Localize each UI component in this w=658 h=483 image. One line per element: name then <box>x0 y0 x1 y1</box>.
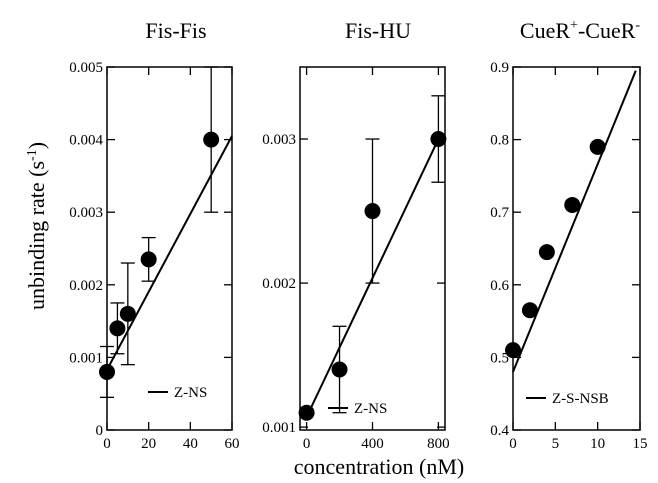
data-point <box>564 196 581 213</box>
y-tick-label: 0.7 <box>490 205 509 221</box>
data-point <box>298 404 315 421</box>
x-tick-label: 5 <box>552 436 560 452</box>
fit-line <box>512 70 637 373</box>
data-point <box>521 302 538 319</box>
x-tick-label: 10 <box>590 436 605 452</box>
y-tick-label: 0.4 <box>490 423 509 439</box>
y-tick-label: 0.004 <box>69 133 103 149</box>
y-tick-label: 0.001 <box>262 420 296 436</box>
y-tick-label: 0.001 <box>69 350 103 366</box>
y-tick-label: 0.002 <box>262 276 296 292</box>
y-tick-label: 0.6 <box>490 278 509 294</box>
data-point <box>109 320 126 337</box>
y-tick-label: 0.005 <box>69 60 103 76</box>
x-tick-label: 60 <box>225 436 240 452</box>
chart-title: Fis-HU <box>345 18 411 43</box>
x-axis-label: concentration (nM) <box>294 454 464 479</box>
data-point <box>331 361 348 378</box>
plot-frame <box>106 66 233 431</box>
data-point <box>364 203 381 220</box>
x-tick-label: 0 <box>303 436 311 452</box>
y-tick-label: 0 <box>96 423 104 439</box>
y-tick-label: 0.8 <box>490 133 509 149</box>
x-tick-label: 0 <box>103 436 111 452</box>
x-tick-label: 40 <box>183 436 198 452</box>
chart-title: CueR+-CueR- <box>520 18 640 43</box>
x-tick-label: 0 <box>509 436 517 452</box>
data-point <box>505 342 521 359</box>
x-tick-label: 800 <box>427 436 450 452</box>
data-point <box>538 244 555 261</box>
data-point <box>430 131 447 148</box>
chart-panel-1: Fis-Fis 0 20 40 60 0 0.001 0.002 0.003 0.004 0.005… <box>69 18 239 452</box>
data-point <box>99 363 115 380</box>
y-tick-label: 0.003 <box>262 132 296 148</box>
y-tick-label: 0.003 <box>69 205 103 221</box>
y-axis-label: unbinding rate (s-1) <box>24 142 49 310</box>
fit-line <box>106 135 233 371</box>
x-tick-label: 15 <box>633 436 648 452</box>
x-tick-label: 400 <box>361 436 384 452</box>
legend-label: Z-S-NSB <box>552 391 609 407</box>
chart-panel-3: CueR+-CueR- 0 5 10 15 0.4 0.5 0.6 0.7 0.8 0.9 Z-S-N… <box>490 18 647 452</box>
data-point <box>589 138 606 155</box>
legend-label: Z-NS <box>174 385 207 401</box>
legend-label: Z-NS <box>354 401 387 417</box>
plot-frame <box>512 66 641 431</box>
data-point <box>119 305 136 322</box>
data-point <box>203 131 220 148</box>
y-tick-label: 0.9 <box>490 60 509 76</box>
data-point <box>140 251 157 268</box>
y-tick-label: 0.5 <box>490 350 509 366</box>
chart-title: Fis-Fis <box>145 18 206 43</box>
chart-panel-2: Fis-HU 0 400 800 0.001 0.002 0.003 Z-NS <box>262 18 449 452</box>
y-tick-label: 0.002 <box>69 278 103 294</box>
x-tick-label: 20 <box>141 436 156 452</box>
